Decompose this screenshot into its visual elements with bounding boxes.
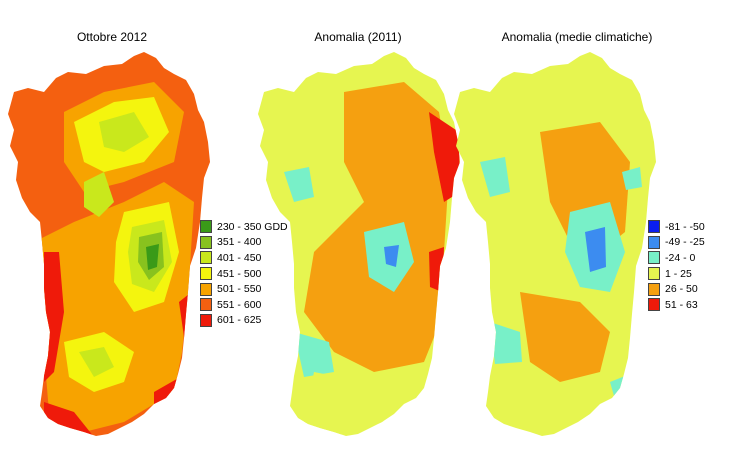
- panel-title-anomaly-climate: Anomalia (medie climatiche): [501, 30, 653, 44]
- legend-anomaly-label: 26 - 50: [665, 283, 698, 296]
- legend-anomaly-item: -81 - -50: [648, 219, 705, 235]
- legend-anomaly-swatch: [648, 251, 660, 265]
- legend-gdd-item: 501 - 550: [200, 281, 288, 297]
- legend-gdd-swatch: [200, 251, 212, 265]
- legend-gdd-item: 551 - 600: [200, 297, 288, 313]
- legend-anomaly-item: 26 - 50: [648, 281, 705, 297]
- legend-gdd-item: 351 - 400: [200, 235, 288, 251]
- legend-gdd-label: 351 - 400: [217, 236, 262, 249]
- legend-gdd-label: 401 - 450: [217, 251, 262, 264]
- legend-gdd-item: 601 - 625: [200, 313, 288, 329]
- legend-anomaly-item: 1 - 25: [648, 266, 705, 282]
- legend-anomaly-swatch: [648, 282, 660, 296]
- legend-gdd-label: 501 - 550: [217, 283, 262, 296]
- legend-gdd-item: 230 - 350 GDD: [200, 219, 288, 235]
- legend-gdd: 230 - 350 GDD 351 - 400 401 - 450 451 - 500…: [200, 219, 288, 328]
- legend-anomaly-swatch: [648, 267, 660, 281]
- legend-gdd-swatch: [200, 220, 212, 234]
- legend-anomaly-swatch: [648, 298, 660, 312]
- map-anomaly-climate-means: [454, 52, 656, 436]
- panel-title-anomaly-2011: Anomalia (2011): [314, 30, 402, 44]
- legend-anomaly-label: 51 - 63: [665, 298, 698, 311]
- legend-anomaly: -81 - -50 -49 - -25 -24 - 0 1 - 25 26 - 50 51…: [648, 219, 705, 313]
- legend-anomaly-item: 51 - 63: [648, 297, 705, 313]
- legend-anomaly-label: 1 - 25: [665, 267, 692, 280]
- legend-gdd-swatch: [200, 298, 212, 312]
- legend-gdd-item: 401 - 450: [200, 250, 288, 266]
- legend-anomaly-swatch: [648, 235, 660, 249]
- legend-gdd-swatch: [200, 267, 212, 281]
- legend-gdd-label: 551 - 600: [217, 298, 262, 311]
- map-anomaly-2011: [258, 52, 460, 436]
- panel-title-october-2012: Ottobre 2012: [76, 30, 148, 44]
- legend-gdd-label: 230 - 350 GDD: [217, 220, 288, 233]
- legend-gdd-swatch: [200, 235, 212, 249]
- legend-gdd-swatch: [200, 313, 212, 327]
- legend-gdd-swatch: [200, 282, 212, 296]
- map-gdd-october-2012: [8, 52, 210, 436]
- legend-anomaly-label: -81 - -50: [665, 220, 705, 233]
- legend-gdd-item: 451 - 500: [200, 266, 288, 282]
- legend-anomaly-item: -24 - 0: [648, 250, 705, 266]
- legend-anomaly-label: -49 - -25: [665, 236, 705, 249]
- legend-anomaly-swatch: [648, 220, 660, 234]
- legend-gdd-label: 601 - 625: [217, 314, 262, 327]
- legend-anomaly-item: -49 - -25: [648, 235, 705, 251]
- legend-gdd-label: 451 - 500: [217, 267, 262, 280]
- legend-anomaly-label: -24 - 0: [665, 251, 696, 264]
